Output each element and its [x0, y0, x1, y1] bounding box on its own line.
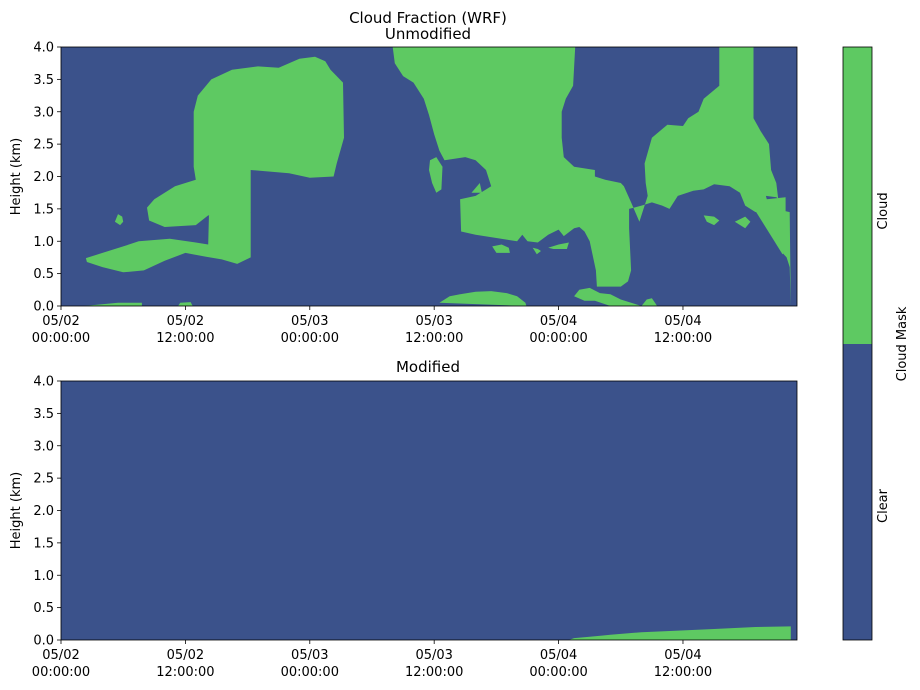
cloud-region: [392, 47, 791, 306]
y-tick-label: 3.5: [33, 407, 54, 422]
cloud-region: [85, 56, 345, 273]
cloud-region: [641, 298, 658, 306]
y-axis-ticks: 0.0 0.5 1.0 1.5 2.0 2.5 3.0 3.5 4.0: [33, 41, 61, 315]
x-tick-date: 05/04: [540, 648, 577, 663]
x-axis-ticks: 05/02 00:00:00 05/02 12:00:00 05/03 00:00:00 0…: [32, 306, 712, 346]
x-tick-time: 12:00:00: [654, 331, 712, 346]
x-tick-date: 05/02: [167, 314, 204, 329]
x-tick-date: 05/04: [540, 314, 577, 329]
y-tick-label: 1.5: [33, 202, 54, 217]
x-tick-date: 05/03: [291, 648, 328, 663]
x-tick-date: 05/03: [415, 314, 452, 329]
x-tick-date: 05/03: [291, 314, 328, 329]
y-axis-label: Height (km): [9, 138, 24, 215]
colorbar-tick-clear: Clear: [876, 488, 891, 523]
cloud-region: [429, 157, 443, 193]
y-tick-label: 1.0: [33, 235, 54, 250]
y-tick-label: 3.5: [33, 73, 54, 88]
cloud-region: [83, 302, 142, 306]
colorbar: Cloud Clear Cloud Mask: [842, 46, 910, 641]
x-tick-time: 12:00:00: [405, 331, 463, 346]
x-tick-date: 05/02: [42, 648, 79, 663]
colorbar-tick-cloud: Cloud: [876, 192, 891, 229]
x-tick-time: 00:00:00: [281, 331, 339, 346]
y-tick-label: 0.5: [33, 601, 54, 616]
y-tick-label: 0.0: [33, 300, 54, 315]
y-axis-label: Height (km): [9, 472, 24, 549]
x-tick-time: 12:00:00: [654, 665, 712, 680]
y-tick-label: 4.0: [33, 375, 54, 390]
x-tick-time: 12:00:00: [405, 665, 463, 680]
cloud-regions-modified: [568, 626, 791, 640]
x-tick-date: 05/04: [664, 314, 701, 329]
x-tick-time: 12:00:00: [156, 665, 214, 680]
y-tick-label: 3.0: [33, 105, 54, 120]
cloud-region: [114, 214, 124, 226]
cloud-region: [471, 183, 482, 193]
x-tick-time: 00:00:00: [529, 665, 587, 680]
x-axis-ticks: 05/02 00:00:00 05/02 12:00:00 05/03 00:00:00 0…: [32, 640, 712, 680]
y-tick-label: 0.0: [33, 634, 54, 649]
colorbar-cloud-segment: [843, 47, 872, 344]
cloud-regions-unmodified: [83, 47, 791, 306]
cloud-region: [439, 291, 527, 306]
cloud-region: [749, 197, 786, 255]
colorbar-label: Cloud Mask: [895, 306, 910, 381]
y-tick-label: 2.5: [33, 138, 54, 153]
cloud-region: [178, 302, 193, 306]
cloud-region: [492, 244, 510, 253]
x-tick-date: 05/02: [167, 648, 204, 663]
y-tick-label: 2.5: [33, 472, 54, 487]
colorbar-frame: [842, 46, 873, 641]
colorbar-clear-segment: [843, 344, 872, 640]
y-tick-label: 0.5: [33, 267, 54, 282]
y-tick-label: 1.5: [33, 536, 54, 551]
y-tick-label: 2.0: [33, 504, 54, 519]
clear-background: [61, 381, 797, 640]
panel-title-unmodified: Unmodified: [385, 25, 471, 43]
x-tick-date: 05/02: [42, 314, 79, 329]
x-tick-date: 05/04: [664, 648, 701, 663]
x-tick-time: 12:00:00: [156, 331, 214, 346]
y-tick-label: 2.0: [33, 170, 54, 185]
panel-modified: Modified 0.0 0.5 1.0 1.5 2.0 2.5 3.0 3.5 4.0 05/…: [9, 358, 798, 680]
x-tick-time: 00:00:00: [32, 665, 90, 680]
x-tick-time: 00:00:00: [281, 665, 339, 680]
cloud-region: [574, 287, 642, 306]
cloud-region: [548, 242, 569, 249]
y-axis-ticks: 0.0 0.5 1.0 1.5 2.0 2.5 3.0 3.5 4.0: [33, 375, 61, 649]
cloud-region: [734, 216, 751, 229]
panel-title-modified: Modified: [396, 358, 460, 376]
x-tick-time: 00:00:00: [32, 331, 90, 346]
y-tick-label: 1.0: [33, 569, 54, 584]
x-tick-date: 05/03: [415, 648, 452, 663]
figure-suptitle: Cloud Fraction (WRF): [349, 9, 507, 27]
y-tick-label: 4.0: [33, 41, 54, 56]
cloud-region: [703, 215, 720, 226]
x-tick-time: 00:00:00: [529, 331, 587, 346]
panel-unmodified: Unmodified 0.0 0.5 1.0 1.5 2.0 2.5 3.0 3.5 4.0 0…: [9, 25, 798, 346]
y-tick-label: 3.0: [33, 439, 54, 454]
cloud-region: [532, 247, 541, 255]
cloud-region: [568, 626, 791, 640]
